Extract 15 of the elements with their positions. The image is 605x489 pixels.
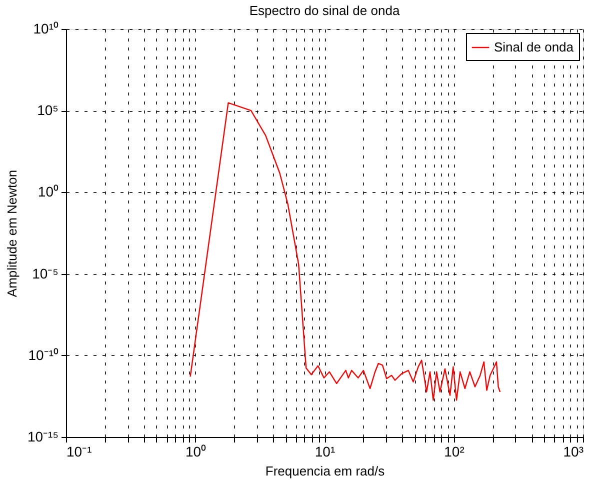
y-tick-label: 10¹⁰ bbox=[33, 20, 58, 36]
x-tick-label: 10¹ bbox=[314, 444, 336, 460]
x-tick-label: 10² bbox=[444, 444, 465, 460]
y-tick-label: 10⁰ bbox=[38, 184, 58, 200]
legend-label: Sinal de onda bbox=[494, 40, 574, 54]
y-axis-title: Amplitude em Newton bbox=[4, 170, 20, 298]
x-tick-label: 10⁰ bbox=[185, 444, 206, 460]
y-tick-label: 10⁻¹⁵ bbox=[27, 428, 58, 444]
y-tick-label: 10⁻¹⁰ bbox=[28, 346, 58, 363]
chart-title: Espectro do sinal de onda bbox=[249, 3, 400, 18]
x-axis-title: Frequencia em rad/s bbox=[265, 464, 386, 478]
x-tick-label: 10³ bbox=[563, 444, 584, 460]
y-tick-label: 10⁻⁵ bbox=[32, 265, 58, 282]
x-tick-label: 10⁻¹ bbox=[66, 444, 92, 460]
y-tick-label: 10⁵ bbox=[37, 102, 58, 118]
